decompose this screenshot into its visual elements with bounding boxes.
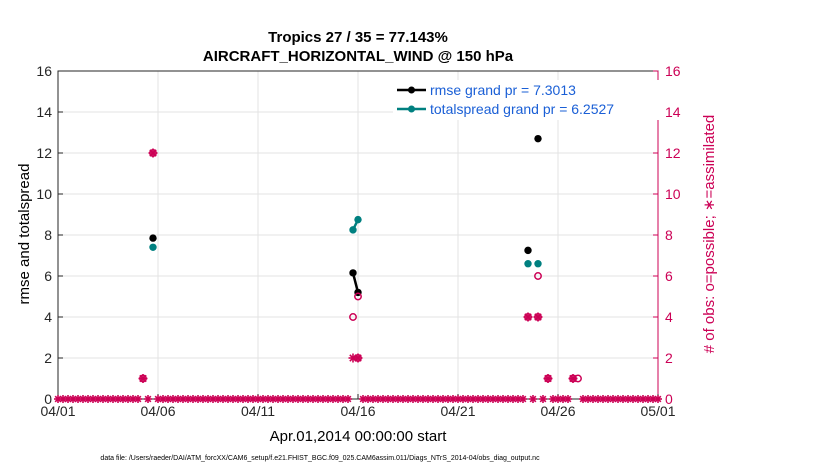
obs-zero-marker: [239, 395, 247, 403]
x-tick-label: 04/26: [540, 403, 575, 419]
legend-rmse-marker: [408, 86, 415, 94]
obs-zero-marker: [189, 395, 197, 403]
obs-zero-marker: [254, 395, 262, 403]
right-y-tick-label: 2: [665, 350, 673, 366]
right-y-tick-label: 6: [665, 268, 673, 284]
left-y-tick-label: 0: [44, 391, 52, 407]
right-y-tick-label: 0: [665, 391, 673, 407]
obs-zero-marker: [299, 395, 307, 403]
obs-zero-marker: [259, 395, 267, 403]
obs-zero-marker: [99, 395, 107, 403]
obs-zero-marker: [124, 395, 132, 403]
obs-zero-marker: [629, 395, 637, 403]
obs-zero-marker: [539, 395, 547, 403]
obs_possible-marker: [354, 292, 362, 301]
obs-zero-marker: [374, 395, 382, 403]
obs-zero-marker: [129, 395, 137, 403]
obs-zero-marker: [434, 395, 442, 403]
legend-totalspread-marker: [408, 105, 415, 113]
x-tick-label: 04/21: [440, 403, 475, 419]
obs-zero-marker: [479, 395, 487, 403]
obs-zero-marker: [64, 395, 72, 403]
obs_assimilated-marker: [353, 353, 363, 363]
left-y-tick-label: 14: [36, 104, 52, 120]
rmse-point: [149, 234, 157, 242]
obs-zero-marker: [614, 395, 622, 403]
left-y-tick-label: 16: [36, 63, 52, 79]
obs-zero-marker: [224, 395, 232, 403]
right-y-tick-label: 14: [665, 104, 681, 120]
right-y-tick-label: 12: [665, 145, 681, 161]
totalspread-point: [534, 260, 542, 268]
chart-subtitle: AIRCRAFT_HORIZONTAL_WIND @ 150 hPa: [203, 48, 514, 65]
obs-zero-marker: [144, 395, 152, 403]
obs-zero-marker: [369, 395, 377, 403]
left-y-tick-label: 6: [44, 268, 52, 284]
x-tick-label: 05/01: [640, 403, 675, 419]
legend-totalspread-label: totalspread grand pr = 6.2527: [430, 101, 614, 117]
obs_assimilated-marker: [138, 374, 148, 383]
obs_assimilated-marker: [523, 312, 533, 322]
obs-zero-marker: [429, 395, 437, 403]
left-y-tick-label: 8: [44, 227, 52, 243]
right-y-tick-label: 8: [665, 227, 673, 243]
obs-zero-marker: [519, 395, 527, 403]
obs-zero-marker: [94, 395, 102, 403]
right-y-tick-label: 10: [665, 186, 681, 202]
data-file-footnote: data file: /Users/raeder/DAI/ATM_forcXX/…: [100, 455, 540, 462]
obs-zero-marker: [454, 395, 462, 403]
left-y-axis-label: rmse and totalspread: [16, 164, 33, 305]
obs-zero-marker: [84, 395, 92, 403]
left-y-axis: 0 2 4 6 8 10 12 14 16: [36, 63, 63, 407]
obs-zero-marker: [89, 395, 97, 403]
right-y-tick-label: 4: [665, 309, 673, 325]
left-y-tick-label: 10: [36, 186, 52, 202]
obs-zero-marker: [304, 395, 312, 403]
totalspread-point: [524, 260, 532, 268]
left-y-tick-label: 12: [36, 145, 52, 161]
x-tick-label: 04/16: [340, 403, 375, 419]
x-tick-label: 04/11: [241, 403, 275, 419]
obs-zero-marker: [344, 395, 352, 403]
totalspread-point: [149, 243, 157, 251]
obs-zero-marker: [234, 395, 242, 403]
obs-zero-marker: [79, 395, 87, 403]
obs_assimilated-marker: [543, 374, 553, 383]
rmse-point: [534, 134, 542, 143]
obs_assimilated-marker: [148, 148, 158, 158]
obs-zero-marker: [529, 395, 537, 403]
x-axis: 04/01 04/06 04/11 04/16 04/21 04/26 05/01: [40, 394, 676, 419]
obs-zero-marker: [204, 395, 212, 403]
totalspread-point: [349, 226, 357, 234]
obs_possible-marker: [534, 272, 542, 280]
left-y-tick-label: 2: [44, 350, 52, 366]
obs-zero-marker: [444, 395, 452, 403]
right-y-tick-label: 16: [665, 63, 681, 79]
right-y-axis-label: # of obs: o=possible; ∗=assimilated: [701, 115, 718, 354]
legend-rmse-label: rmse grand pr = 7.3013: [430, 82, 576, 98]
obs-zero-marker: [564, 395, 572, 403]
obs-zero-marker: [399, 395, 407, 403]
obs-zero-marker: [489, 395, 497, 403]
left-y-tick-label: 4: [44, 309, 52, 325]
rmse-point: [349, 269, 357, 277]
legend: rmse grand pr = 7.3013 totalspread grand…: [393, 80, 659, 120]
obs-zero-marker: [654, 395, 662, 403]
obs_assimilated-marker: [568, 374, 578, 383]
x-axis-label: Apr.01,2014 00:00:00 start: [270, 428, 448, 445]
obs-zero-marker: [134, 395, 142, 403]
obs-zero-marker: [424, 395, 432, 403]
obs-zero-marker: [334, 395, 342, 403]
grid: [58, 71, 658, 399]
rmse-point: [524, 246, 532, 255]
obs-zero-marker: [514, 395, 522, 403]
obs_assimilated-marker: [533, 312, 543, 322]
totalspread-point: [354, 215, 362, 224]
obs_possible-marker: [349, 313, 357, 321]
chart-title: Tropics 27 / 35 = 77.143%: [268, 29, 448, 46]
x-tick-label: 04/06: [140, 403, 175, 419]
x-tick-label: 04/01: [40, 403, 75, 419]
series: [54, 134, 662, 403]
